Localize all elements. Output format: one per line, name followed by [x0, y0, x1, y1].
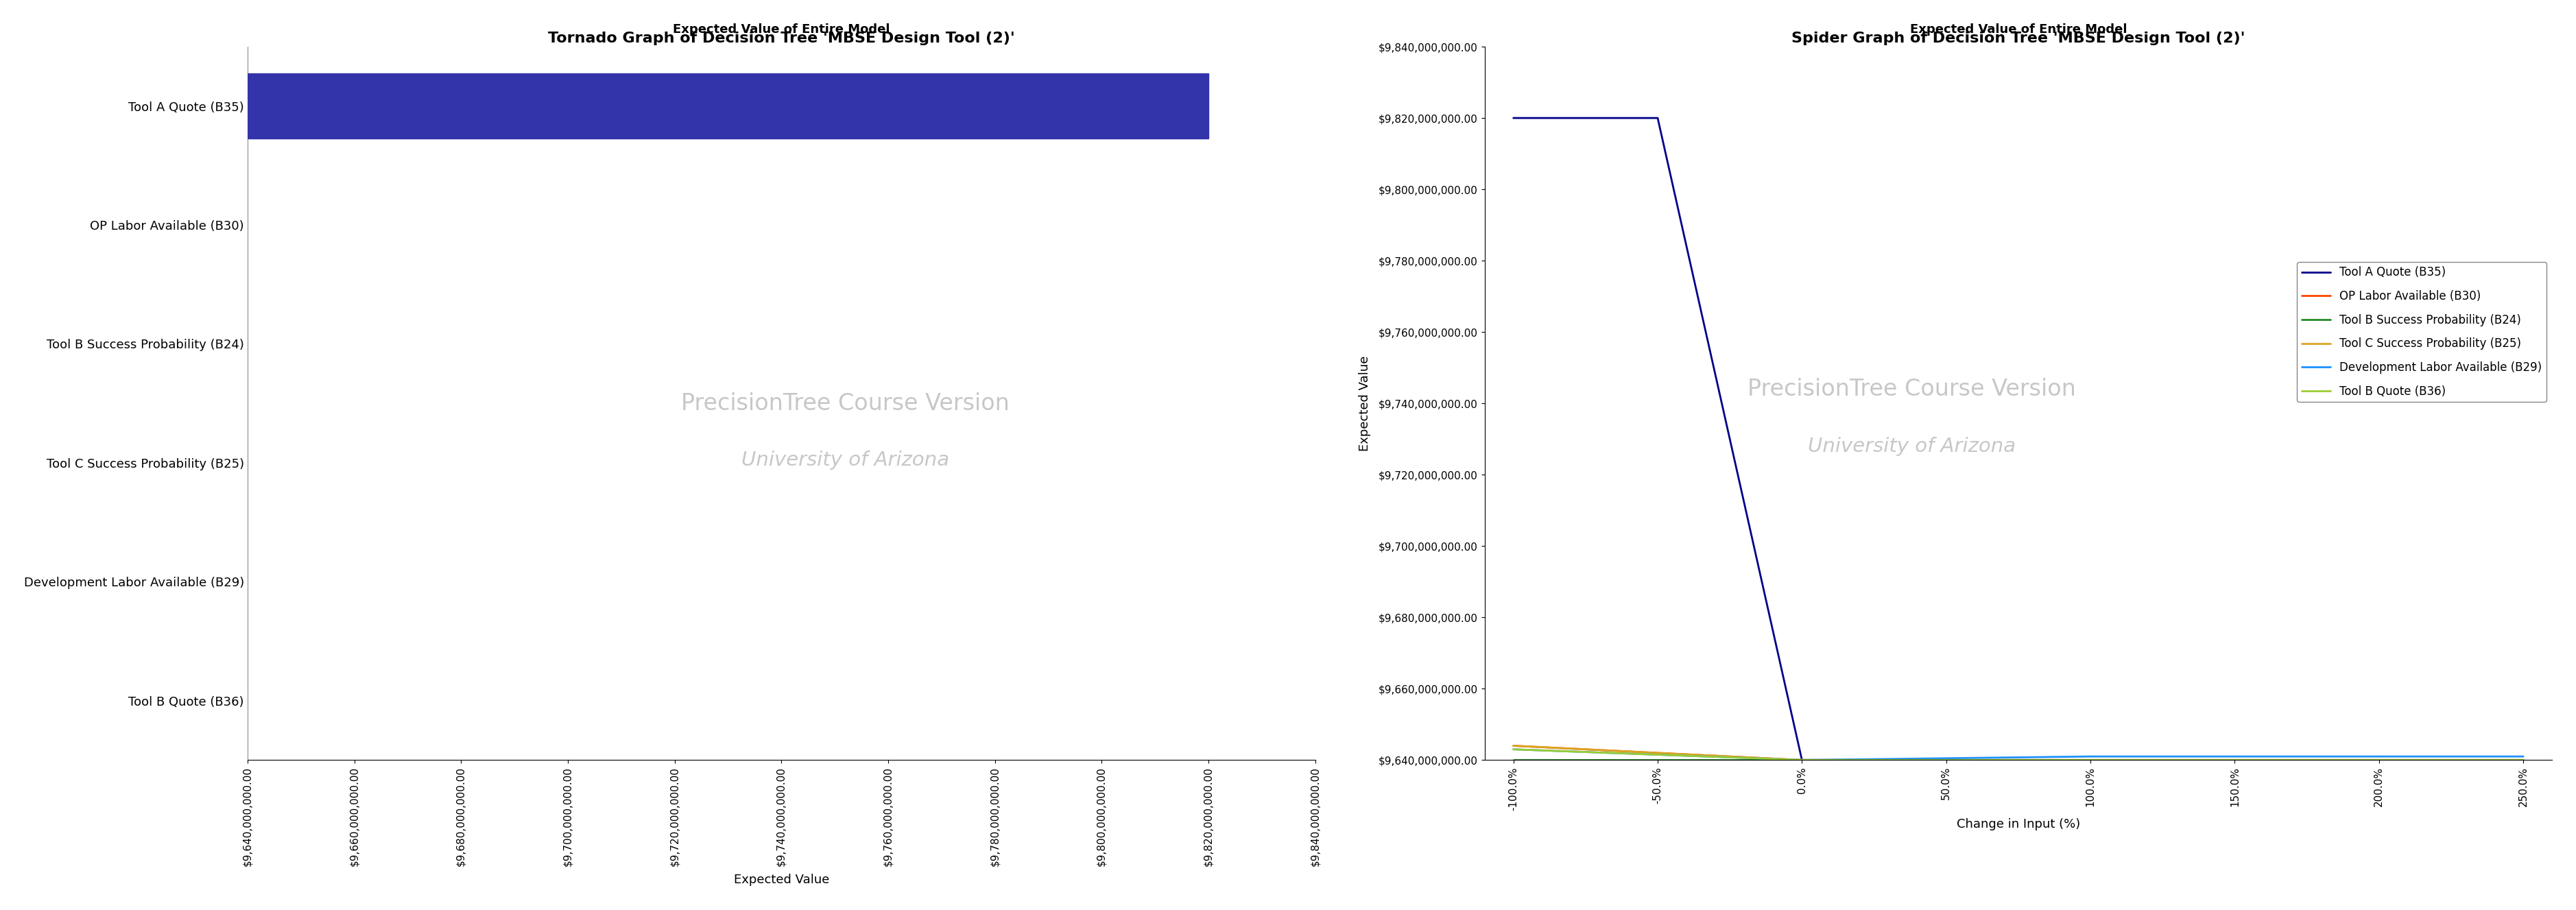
- Tool B Success Probability (B24): [1643, 754, 1674, 765]
- OP Labor Available (B30): [2221, 754, 2251, 765]
- Tool C Success Probability (B25): [1497, 741, 1528, 752]
- Tool B Success Probability (B24): [1788, 754, 1819, 765]
- Title: Tornado Graph of Decision Tree 'MBSE Design Tool (2)': Tornado Graph of Decision Tree 'MBSE Des…: [549, 32, 1015, 46]
- Tool B Success Probability (B24): [2076, 754, 2107, 765]
- Line: Tool C Success Probability (B25): Tool C Success Probability (B25): [1512, 746, 2524, 760]
- Tool B Quote (B36): [1932, 754, 1963, 765]
- Tool A Quote (B35): [2365, 754, 2396, 765]
- X-axis label: Expected Value: Expected Value: [734, 874, 829, 886]
- Line: Tool A Quote (B35): Tool A Quote (B35): [1512, 118, 2524, 760]
- Development Labor Available (B29): [1497, 743, 1528, 754]
- Tool B Quote (B36): [1788, 754, 1819, 765]
- OP Labor Available (B30): [2076, 754, 2107, 765]
- Tool B Quote (B36): [2509, 754, 2540, 765]
- Tool C Success Probability (B25): [2221, 754, 2251, 765]
- Tool A Quote (B35): [1643, 113, 1674, 124]
- Line: Tool B Quote (B36): Tool B Quote (B36): [1512, 749, 2524, 760]
- Text: Expected Value of Entire Model: Expected Value of Entire Model: [672, 24, 889, 36]
- Line: Development Labor Available (B29): Development Labor Available (B29): [1512, 749, 2524, 760]
- OP Labor Available (B30): [1497, 741, 1528, 752]
- Tool B Success Probability (B24): [2221, 754, 2251, 765]
- Tool A Quote (B35): [1932, 754, 1963, 765]
- Tool B Quote (B36): [2076, 754, 2107, 765]
- Tool B Quote (B36): [1643, 749, 1674, 760]
- Development Labor Available (B29): [2076, 751, 2107, 762]
- Tool C Success Probability (B25): [2509, 754, 2540, 765]
- Text: PrecisionTree Course Version: PrecisionTree Course Version: [680, 392, 1010, 415]
- Tool A Quote (B35): [1497, 113, 1528, 124]
- OP Labor Available (B30): [1932, 754, 1963, 765]
- Text: University of Arizona: University of Arizona: [1808, 437, 2014, 456]
- Tool C Success Probability (B25): [1788, 754, 1819, 765]
- Tool B Quote (B36): [2365, 754, 2396, 765]
- Y-axis label: Expected Value: Expected Value: [1358, 356, 1370, 451]
- Text: Expected Value of Entire Model: Expected Value of Entire Model: [1909, 24, 2128, 36]
- Tool B Success Probability (B24): [2365, 754, 2396, 765]
- Development Labor Available (B29): [1643, 749, 1674, 760]
- Development Labor Available (B29): [2221, 751, 2251, 762]
- Tool B Quote (B36): [1497, 743, 1528, 754]
- Tool B Success Probability (B24): [2509, 754, 2540, 765]
- Tool B Success Probability (B24): [1497, 754, 1528, 765]
- Tool C Success Probability (B25): [2365, 754, 2396, 765]
- X-axis label: Change in Input (%): Change in Input (%): [1958, 818, 2081, 830]
- Bar: [247, 74, 1208, 139]
- Legend: Tool A Quote (B35), OP Labor Available (B30), Tool B Success Probability (B24), : Tool A Quote (B35), OP Labor Available (…: [2298, 262, 2548, 402]
- Development Labor Available (B29): [1932, 753, 1963, 763]
- Tool A Quote (B35): [1788, 754, 1819, 765]
- OP Labor Available (B30): [1788, 754, 1819, 765]
- OP Labor Available (B30): [2509, 754, 2540, 765]
- Development Labor Available (B29): [2509, 751, 2540, 762]
- Tool A Quote (B35): [2509, 754, 2540, 765]
- OP Labor Available (B30): [1643, 747, 1674, 758]
- Line: OP Labor Available (B30): OP Labor Available (B30): [1512, 746, 2524, 760]
- Tool A Quote (B35): [2221, 754, 2251, 765]
- Tool C Success Probability (B25): [2076, 754, 2107, 765]
- Text: University of Arizona: University of Arizona: [742, 450, 951, 470]
- Tool B Quote (B36): [2221, 754, 2251, 765]
- Tool C Success Probability (B25): [1643, 747, 1674, 758]
- Development Labor Available (B29): [1788, 754, 1819, 765]
- Tool A Quote (B35): [2076, 754, 2107, 765]
- OP Labor Available (B30): [2365, 754, 2396, 765]
- Title: Spider Graph of Decision Tree 'MBSE Design Tool (2)': Spider Graph of Decision Tree 'MBSE Desi…: [1790, 32, 2246, 46]
- Tool C Success Probability (B25): [1932, 754, 1963, 765]
- Development Labor Available (B29): [2365, 751, 2396, 762]
- Text: PrecisionTree Course Version: PrecisionTree Course Version: [1747, 378, 2076, 400]
- Tool B Success Probability (B24): [1932, 754, 1963, 765]
